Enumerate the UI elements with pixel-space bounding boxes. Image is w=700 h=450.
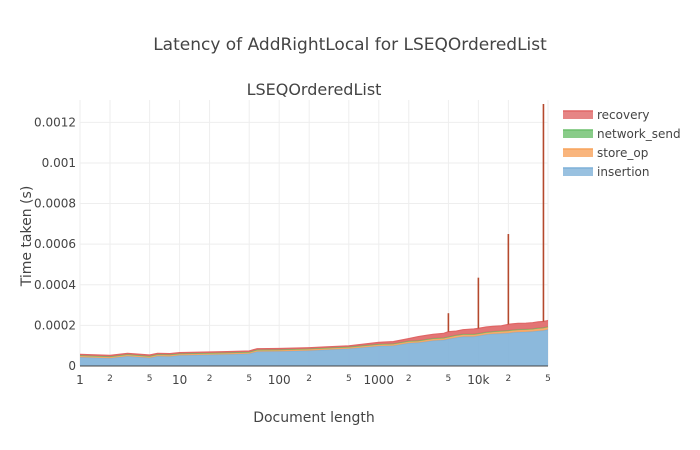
legend-swatch [563,130,593,138]
y-tick-label: 0.0012 [34,115,76,129]
chart-subtitle: LSEQOrderedList [247,80,382,99]
x-minor-tick-label: 2 [505,374,511,384]
x-minor-tick-label: 5 [246,374,252,384]
area-insertion [80,329,548,366]
legend-label: store_op [597,146,648,160]
legend-swatch [563,168,593,176]
y-tick-label: 0.0008 [34,197,76,211]
plot-area [79,104,549,366]
x-tick-label: 10k [467,373,489,387]
x-minor-tick-label: 2 [107,374,113,384]
legend: recovery network_send store_op insertion [563,108,681,179]
legend-item-store_op[interactable]: store_op [563,146,648,160]
x-minor-tick-label: 2 [207,374,213,384]
axes: 0 0.0002 0.0004 0.0006 0.0008 0.001 0.0012 1 10 1… [34,115,551,387]
x-tick-label: 100 [268,373,291,387]
legend-item-recovery[interactable]: recovery [563,108,650,122]
y-tick-label: 0.0004 [34,278,76,292]
grid [79,100,549,366]
legend-swatch [563,149,593,157]
x-tick-label: 1 [76,373,84,387]
legend-swatch [563,111,593,119]
line-recovery [79,319,549,357]
x-tick-label: 10 [172,373,187,387]
y-tick-label: 0.0006 [34,237,76,251]
y-tick-label: 0.0002 [34,318,76,332]
legend-label: recovery [597,108,650,122]
y-axis-title: Time taken (s) [19,186,35,288]
legend-label: network_send [597,127,681,141]
legend-item-insertion[interactable]: insertion [563,165,650,179]
x-minor-tick-label: 5 [545,374,551,384]
x-minor-tick-label: 5 [446,374,452,384]
x-minor-tick-label: 5 [147,374,153,384]
chart-title: Latency of AddRightLocal for LSEQOrdered… [153,35,547,55]
x-axis-title: Document length [253,410,375,426]
y-tick-label: 0.001 [42,156,76,170]
y-tick-label: 0 [68,359,76,373]
x-minor-tick-label: 5 [346,374,352,384]
x-minor-tick-label: 2 [306,374,312,384]
x-tick-label: 1000 [364,373,395,387]
legend-label: insertion [597,165,650,179]
legend-item-network_send[interactable]: network_send [563,127,681,141]
x-minor-tick-label: 2 [406,374,412,384]
